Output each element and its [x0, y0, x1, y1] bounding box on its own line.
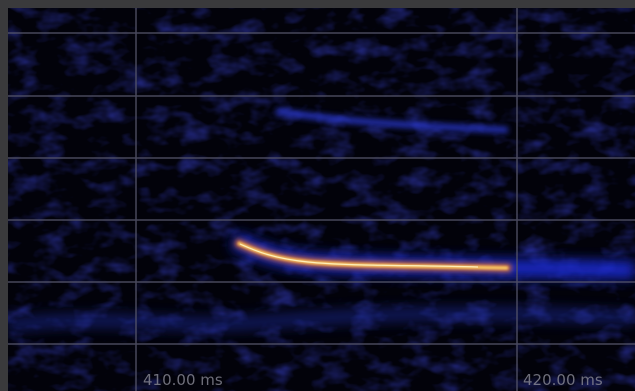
time-label-410ms: 410.00 ms: [143, 371, 223, 389]
harmonic-trace: [275, 107, 509, 134]
spectrogram-view[interactable]: 410.00 ms 420.00 ms: [8, 8, 635, 391]
time-label-420ms: 420.00 ms: [523, 371, 603, 389]
grid: [8, 8, 635, 391]
spectrogram-canvas: [8, 8, 635, 391]
low-band: [8, 306, 635, 333]
chirp-hot: [239, 243, 479, 268]
background-noise: [8, 8, 635, 391]
